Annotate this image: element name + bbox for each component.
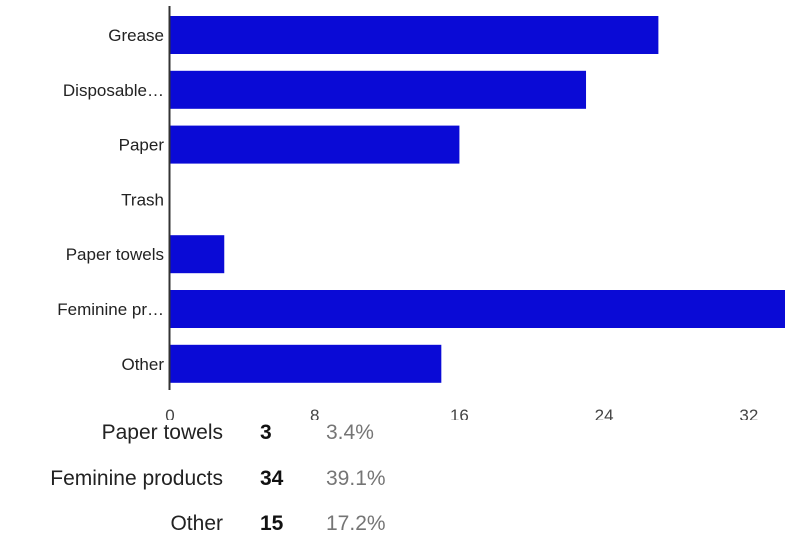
bar: [170, 235, 225, 274]
summary-label: Other: [170, 512, 223, 535]
category-label: Other: [121, 355, 164, 374]
summary-row-feminine-products: Feminine products 34 39.1%: [0, 460, 785, 498]
summary-label: Feminine products: [50, 467, 223, 490]
bar: [170, 70, 587, 109]
bar-chart: Grease Disposable… Paper Trash Paper towels F…: [57, 6, 785, 420]
response-summary-table: Paper towels 3 3.4% Feminine products 34…: [0, 414, 785, 538]
category-label: Paper: [119, 136, 165, 155]
bar-chart-svg: Grease Disposable… Paper Trash Paper towels F…: [57, 6, 785, 420]
x-tick-label: 0: [165, 406, 174, 420]
bar: [170, 16, 659, 54]
category-label: Feminine pr…: [57, 300, 164, 319]
summary-count: 15: [260, 512, 284, 535]
summary-percent: 39.1%: [326, 467, 386, 490]
summary-percent: 17.2%: [326, 512, 386, 535]
bar: [170, 125, 460, 164]
bar: [170, 290, 785, 328]
summary-percent: 3.4%: [326, 421, 374, 444]
category-label: Grease: [108, 26, 164, 45]
summary-count: 34: [260, 467, 284, 490]
x-tick-label: 16: [450, 406, 469, 420]
x-tick-label: 32: [739, 406, 758, 420]
summary-row-paper-towels: Paper towels 3 3.4%: [0, 414, 785, 452]
category-label: Paper towels: [66, 245, 164, 264]
bar: [170, 344, 442, 383]
x-tick-label: 24: [595, 406, 614, 420]
category-label: Trash: [121, 190, 164, 209]
summary-label: Paper towels: [101, 421, 223, 444]
summary-row-other: Other 15 17.2%: [0, 505, 785, 538]
x-tick-label: 8: [310, 406, 319, 420]
summary-count: 3: [260, 421, 272, 444]
category-label: Disposable…: [63, 81, 164, 100]
